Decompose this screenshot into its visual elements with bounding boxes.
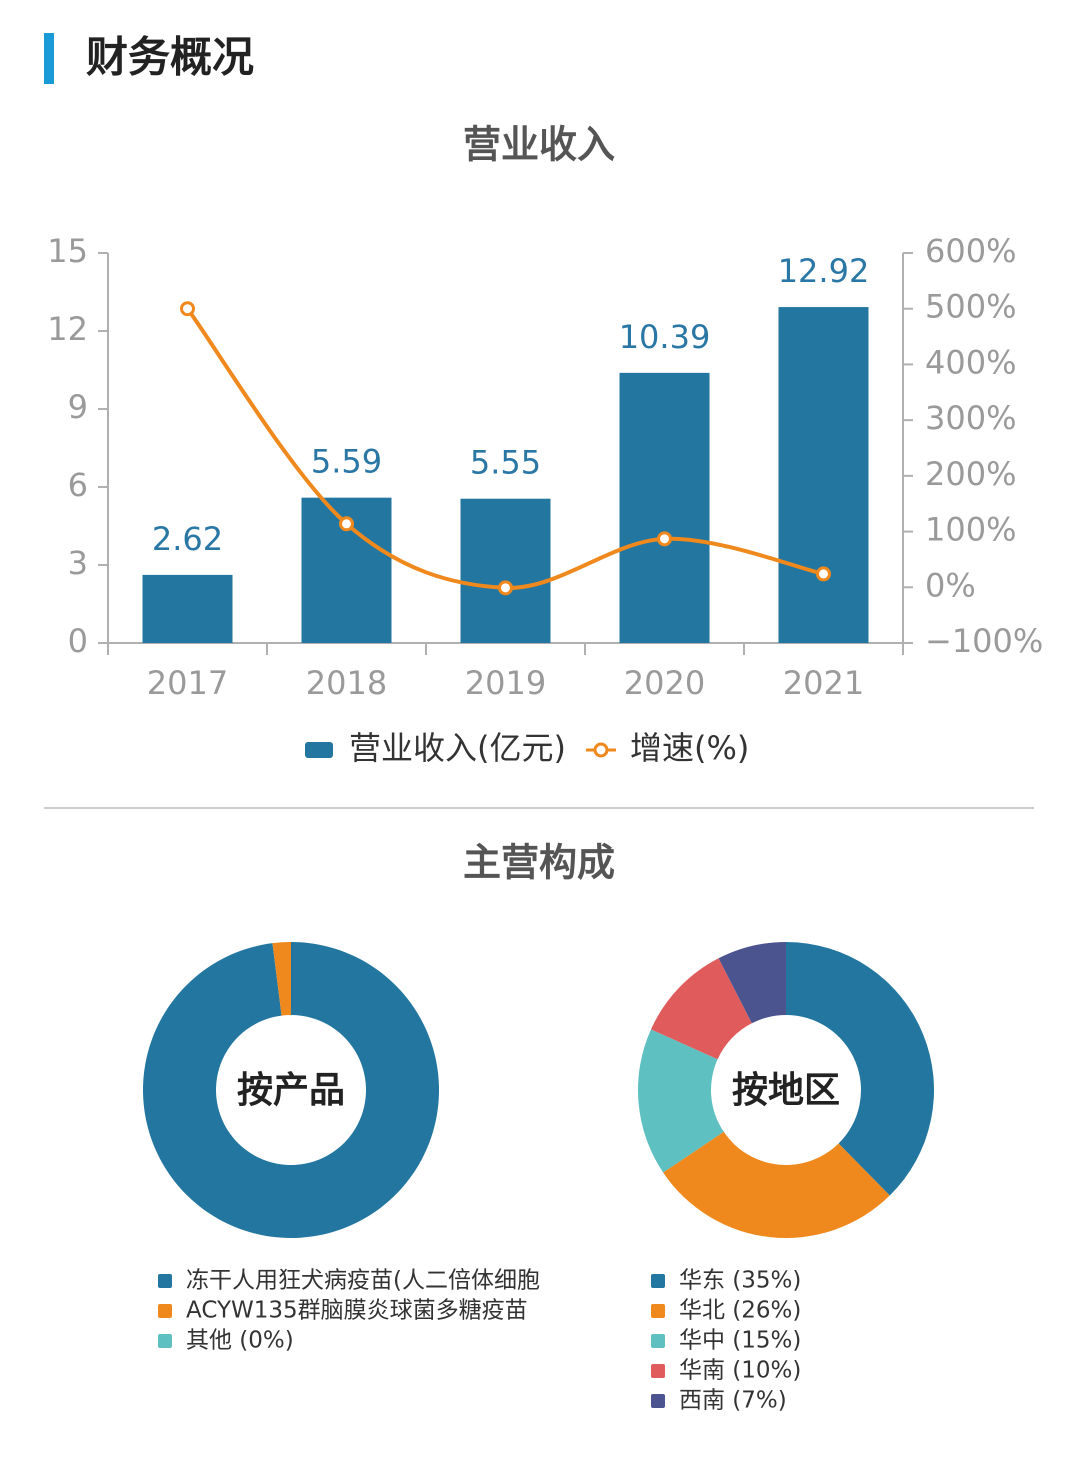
legend-label: 西南 (7%) — [679, 1388, 787, 1414]
growth-point — [816, 566, 831, 582]
donut-center-label: 按地区 — [732, 1070, 840, 1111]
y2-tick-label: 600% — [925, 232, 1016, 270]
legend-swatch — [158, 1304, 172, 1318]
donut-slice — [663, 1131, 890, 1238]
growth-point — [657, 531, 672, 547]
growth-line — [185, 307, 824, 590]
legend-label: 营业收入(亿元) — [349, 729, 566, 767]
x-tick-label: 2020 — [624, 664, 705, 702]
legend-swatch — [651, 1274, 665, 1288]
x-tick-label: 2018 — [306, 664, 387, 702]
donut-center-label: 按产品 — [237, 1070, 345, 1111]
legend-swatch — [305, 742, 333, 758]
legend-swatch — [158, 1274, 172, 1288]
bar — [619, 372, 710, 643]
growth-point — [180, 301, 195, 317]
y-tick-label: 3 — [68, 544, 88, 582]
legend-swatch — [651, 1334, 665, 1348]
y2-tick-label: 400% — [925, 343, 1016, 381]
bar-value-label: 12.92 — [778, 252, 870, 290]
legend-label: 华南 (10%) — [679, 1358, 801, 1384]
y2-tick-label: 200% — [925, 455, 1016, 493]
donut-slice — [650, 958, 752, 1060]
header-title: 财务概况 — [86, 33, 254, 82]
legend-swatch — [651, 1394, 665, 1408]
y-tick-label: 12 — [47, 310, 88, 348]
bar — [142, 574, 233, 643]
legend-swatch — [651, 1364, 665, 1378]
legend-swatch — [651, 1304, 665, 1318]
y2-tick-label: −100% — [925, 622, 1043, 660]
legend-label: 冻干人用狂犬病疫苗(人二倍体细胞 — [186, 1268, 540, 1294]
donut-slice — [638, 1029, 724, 1173]
legend-label: 华中 (15%) — [679, 1328, 801, 1354]
bar — [778, 307, 869, 643]
bar-value-label: 5.55 — [470, 444, 541, 482]
legend-swatch-dot — [593, 742, 609, 758]
bar — [460, 498, 551, 643]
legend-swatch — [158, 1334, 172, 1348]
donut-slice — [272, 942, 291, 1016]
y-tick-label: 0 — [68, 622, 88, 660]
chart-title: 营业收入 — [463, 123, 615, 167]
donut-slice — [786, 942, 934, 1196]
bar-value-label: 2.62 — [152, 520, 223, 558]
growth-point — [339, 516, 354, 532]
chart-title: 主营构成 — [463, 841, 615, 885]
x-tick-label: 2017 — [147, 664, 228, 702]
y-tick-label: 9 — [68, 388, 88, 426]
bar-value-label: 10.39 — [619, 318, 711, 356]
x-tick-label: 2019 — [465, 664, 546, 702]
donut-slice — [143, 942, 440, 1238]
x-tick-label: 2021 — [783, 664, 864, 702]
y2-tick-label: 100% — [925, 511, 1016, 549]
growth-point — [498, 580, 513, 596]
legend-label: 华东 (35%) — [679, 1268, 801, 1294]
y2-tick-label: 300% — [925, 399, 1016, 437]
legend-label: 华北 (26%) — [679, 1298, 801, 1324]
y2-tick-label: 0% — [925, 566, 976, 604]
legend-label: ACYW135群脑膜炎球菌多糖疫苗 — [186, 1298, 528, 1324]
y-tick-label: 15 — [47, 232, 88, 270]
bar-value-label: 5.59 — [311, 443, 382, 481]
legend-label: 其他 (0%) — [186, 1328, 294, 1354]
y2-tick-label: 500% — [925, 288, 1016, 326]
legend-label: 增速(%) — [630, 729, 749, 767]
header-accent — [44, 33, 54, 84]
y-tick-label: 6 — [68, 466, 88, 504]
donut-slice — [718, 942, 786, 1024]
